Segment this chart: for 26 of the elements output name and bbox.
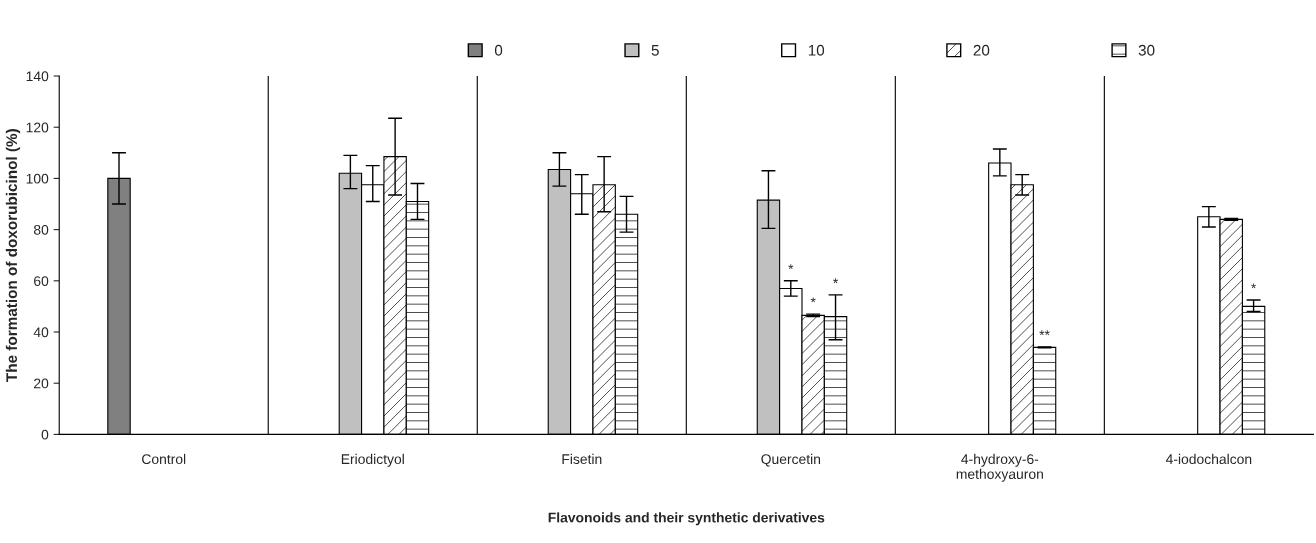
- data-label: *: [833, 278, 839, 284]
- y-tick-label: 80: [33, 224, 49, 235]
- legend-label: 0: [494, 44, 503, 56]
- x-tick-label: Fisetin: [562, 453, 602, 465]
- x-tick-label: Control: [142, 453, 186, 465]
- legend-label: 10: [808, 44, 825, 56]
- y-tick-label: 140: [26, 71, 49, 82]
- x-tick-label: 4-hydroxy-6- methoxyauron: [956, 453, 1043, 482]
- x-axis-title: Flavonoids and their synthetic derivatives: [548, 512, 825, 526]
- y-tick-label: 0: [41, 429, 49, 440]
- y-tick-label: 100: [26, 173, 49, 184]
- y-tick-label: 120: [26, 122, 49, 133]
- data-label: *: [810, 297, 816, 303]
- y-axis-title: The formation of doxorubicinol (%): [5, 129, 21, 382]
- data-label: **: [1039, 330, 1050, 336]
- data-label: *: [1251, 283, 1257, 289]
- x-tick-label: Quercetin: [761, 453, 821, 467]
- data-label: *: [788, 264, 794, 270]
- y-tick-label: 40: [33, 327, 49, 338]
- legend-label: 5: [651, 45, 659, 56]
- y-tick-label: 20: [34, 378, 49, 389]
- legend-label: 20: [973, 44, 990, 56]
- y-tick-label: 60: [34, 276, 49, 286]
- x-tick-label: 4-iodochalcon: [1165, 453, 1252, 465]
- legend-label: 30: [1138, 44, 1155, 56]
- x-tick-label: Eriodictyol: [341, 453, 404, 467]
